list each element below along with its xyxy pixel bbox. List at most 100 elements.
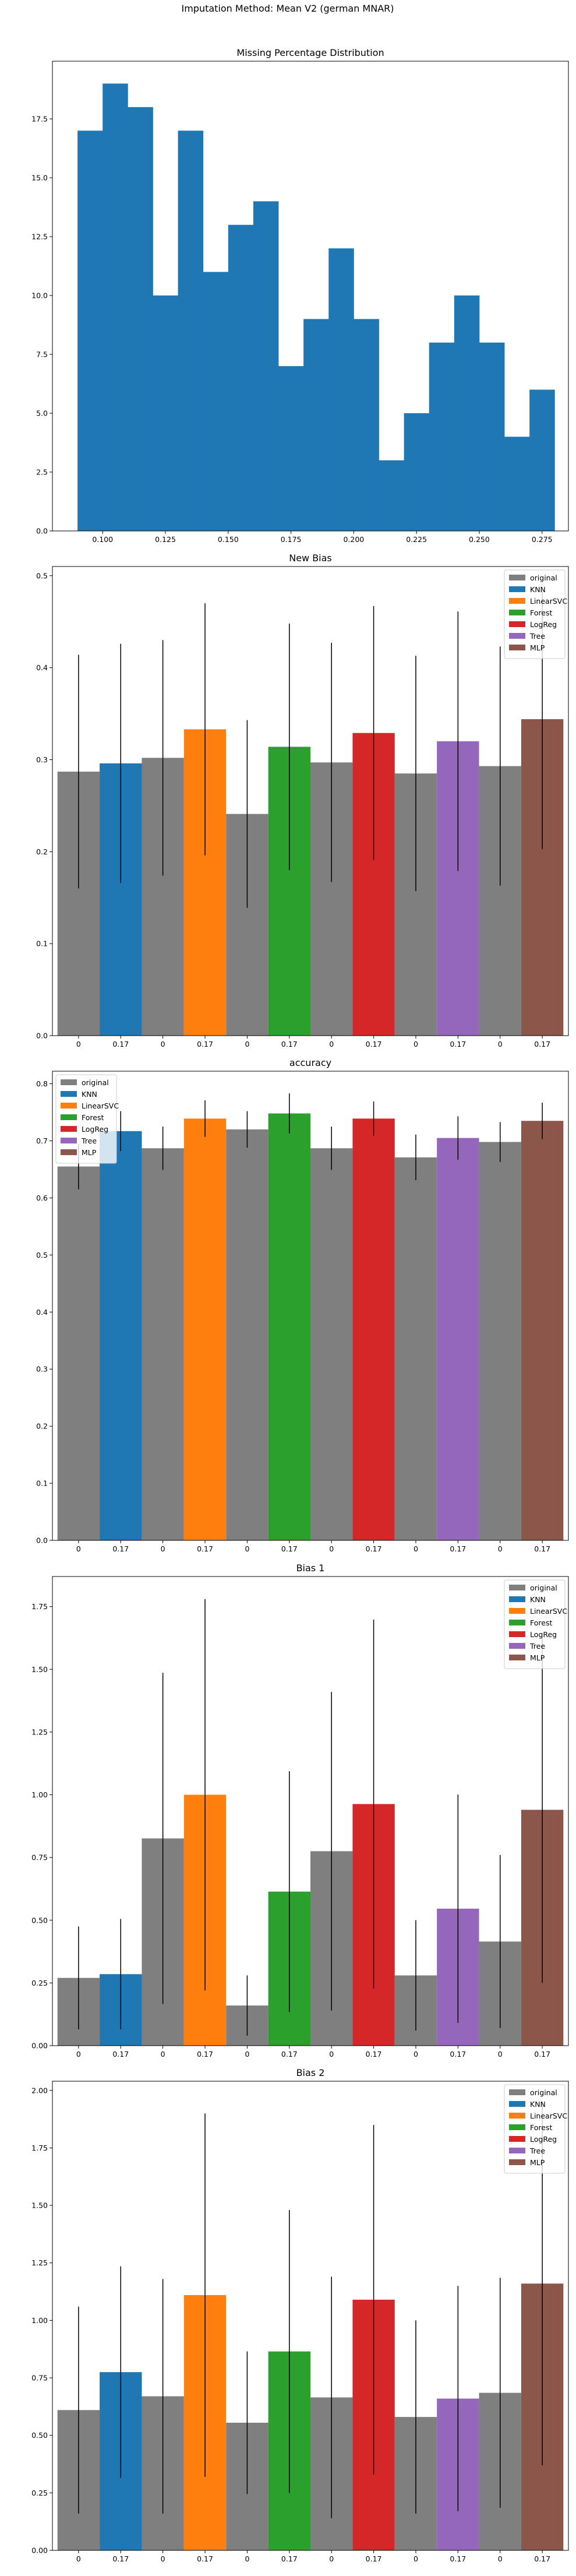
- bar-linearsvc-imputed: [183, 1118, 227, 1540]
- panel-1-ytick-label: 0.3: [36, 755, 48, 764]
- legend-swatch-tree: [61, 1138, 77, 1143]
- legend-swatch-forest: [509, 610, 525, 615]
- panel-4-xtick-label: 0.17: [281, 2554, 298, 2563]
- panel-4-xtick-label: 0: [498, 2554, 503, 2563]
- legend-swatch-logreg: [509, 621, 525, 627]
- panel-0-xtick-label: 0.275: [532, 535, 553, 544]
- histogram-bar: [178, 131, 204, 531]
- legend-swatch-forest: [509, 1620, 525, 1625]
- bar-original-baseline: [479, 1142, 521, 1540]
- panel-4-xtick-label: 0: [245, 2554, 249, 2563]
- panel-4-ytick-label: 0.75: [31, 2374, 48, 2383]
- panel-1-xtick-label: 0: [498, 1040, 503, 1048]
- panel-0-xtick-label: 0.100: [92, 535, 113, 544]
- bar-knn-imputed: [100, 1131, 142, 1540]
- legend-swatch-forest: [61, 1114, 77, 1120]
- panel-1-xtick-label: 0.17: [112, 1040, 129, 1048]
- panel-2-xtick-label: 0: [245, 1544, 249, 1553]
- panel-3-xtick-label: 0.17: [450, 2050, 466, 2058]
- panel-3-xtick-label: 0: [414, 2050, 418, 2058]
- panel-0-ytick-label: 5.0: [36, 409, 48, 417]
- panel-0-frame: [52, 61, 569, 532]
- panel-4-xtick-label: 0.17: [366, 2554, 382, 2563]
- panel-2-ytick-label: 0.5: [36, 1251, 48, 1259]
- legend-label-linearsvc: LinearSVC: [82, 1102, 119, 1110]
- histogram-bar: [354, 319, 379, 531]
- legend-label-mlp: MLP: [530, 1653, 545, 1662]
- bar-original-baseline: [57, 1166, 100, 1540]
- panel-3-bars: [57, 1794, 564, 2046]
- legend-swatch-tree: [509, 633, 525, 639]
- legend-swatch-linearsvc: [509, 1608, 525, 1614]
- panel-0-ytick-label: 0.0: [36, 527, 48, 536]
- panel-1-xtick-label: 0: [76, 1040, 81, 1048]
- legend-swatch-original: [509, 575, 525, 580]
- panel-0-ytick-label: 17.5: [31, 114, 48, 123]
- histogram-bar: [504, 437, 530, 531]
- legend-swatch-forest: [509, 2124, 525, 2130]
- legend-label-tree: Tree: [81, 1136, 97, 1145]
- panel-4-xtick-label: 0.17: [112, 2554, 129, 2563]
- panel-2-xtick-label: 0: [414, 1544, 418, 1553]
- panel-4-title: Bias 2: [296, 2067, 325, 2078]
- legend-label-linearsvc: LinearSVC: [530, 1607, 567, 1616]
- panel-3-ytick-label: 1.00: [31, 1790, 48, 1799]
- panel-0-xtick-label: 0.225: [406, 535, 427, 544]
- panel-4-xtick-label: 0: [161, 2554, 165, 2563]
- legend-swatch-mlp: [509, 2159, 525, 2165]
- legend-swatch-logreg: [61, 1126, 77, 1132]
- panel-2-xtick-label: 0.17: [281, 1544, 298, 1553]
- panel-3-ytick-label: 0.75: [31, 1853, 48, 1862]
- legend-label-forest: Forest: [530, 608, 552, 617]
- histogram-bar: [479, 342, 505, 531]
- legend-swatch-knn: [61, 1091, 77, 1097]
- panel-2-title: accuracy: [289, 1057, 331, 1068]
- panel-4-xtick-label: 0: [76, 2554, 81, 2563]
- histogram-bar: [153, 295, 178, 531]
- panel-4-ytick-label: 1.25: [31, 2258, 48, 2267]
- legend-label-logreg: LogReg: [530, 1630, 557, 1639]
- panel-2-xtick-label: 0.17: [366, 1544, 382, 1553]
- panel-4-xtick-label: 0.17: [534, 2554, 550, 2563]
- panel-4-ytick-label: 0.00: [31, 2546, 48, 2555]
- panel-3-xtick-label: 0: [498, 2050, 503, 2058]
- legend-label-forest: Forest: [530, 1618, 552, 1627]
- panel-3-title: Bias 1: [296, 1563, 325, 1574]
- panel-2-xtick-label: 0.17: [197, 1544, 213, 1553]
- legend-label-mlp: MLP: [530, 2158, 545, 2167]
- legend-label-logreg: LogReg: [530, 620, 557, 629]
- panel-4-xtick-label: 0.17: [197, 2554, 213, 2563]
- panel-3-xtick-label: 0.17: [281, 2050, 298, 2058]
- panel-2-xtick-label: 0: [76, 1544, 81, 1553]
- histogram-bar: [228, 224, 254, 531]
- panel-2-ytick-label: 0.6: [36, 1194, 48, 1202]
- legend-swatch-original: [61, 1079, 77, 1085]
- legend-label-knn: KNN: [530, 2100, 546, 2109]
- panel-4-ytick-label: 0.50: [31, 2431, 48, 2440]
- bar-forest-imputed: [268, 1113, 310, 1540]
- histogram-bar: [529, 389, 555, 531]
- panel-1-xtick-label: 0.17: [366, 1040, 382, 1048]
- panel-1-xtick-label: 0.17: [197, 1040, 213, 1048]
- panel-2-ytick-label: 0.2: [36, 1422, 48, 1431]
- legend-label-mlp: MLP: [530, 643, 545, 652]
- panel-2-xtick-label: 0: [498, 1544, 503, 1553]
- legend-label-tree: Tree: [529, 2146, 545, 2155]
- legend-swatch-linearsvc: [509, 2113, 525, 2118]
- panel-1-xtick-label: 0: [161, 1040, 165, 1048]
- panel-4-ytick-label: 1.75: [31, 2144, 48, 2152]
- histogram-bar: [103, 83, 128, 531]
- panel-1-xtick-label: 0: [245, 1040, 249, 1048]
- legend-swatch-mlp: [509, 1655, 525, 1660]
- legend-label-tree: Tree: [529, 632, 545, 641]
- panel-2-error-bars: [78, 1093, 543, 1190]
- legend-label-tree: Tree: [529, 1642, 545, 1651]
- histogram-bar: [404, 413, 430, 531]
- legend-label-knn: KNN: [82, 1090, 97, 1099]
- panel-2-ytick-label: 0.4: [36, 1308, 48, 1317]
- panel-2-xtick-label: 0: [161, 1544, 165, 1553]
- legend-label-knn: KNN: [530, 1595, 546, 1604]
- histogram-bar: [303, 319, 329, 531]
- legend-swatch-original: [509, 2089, 525, 2095]
